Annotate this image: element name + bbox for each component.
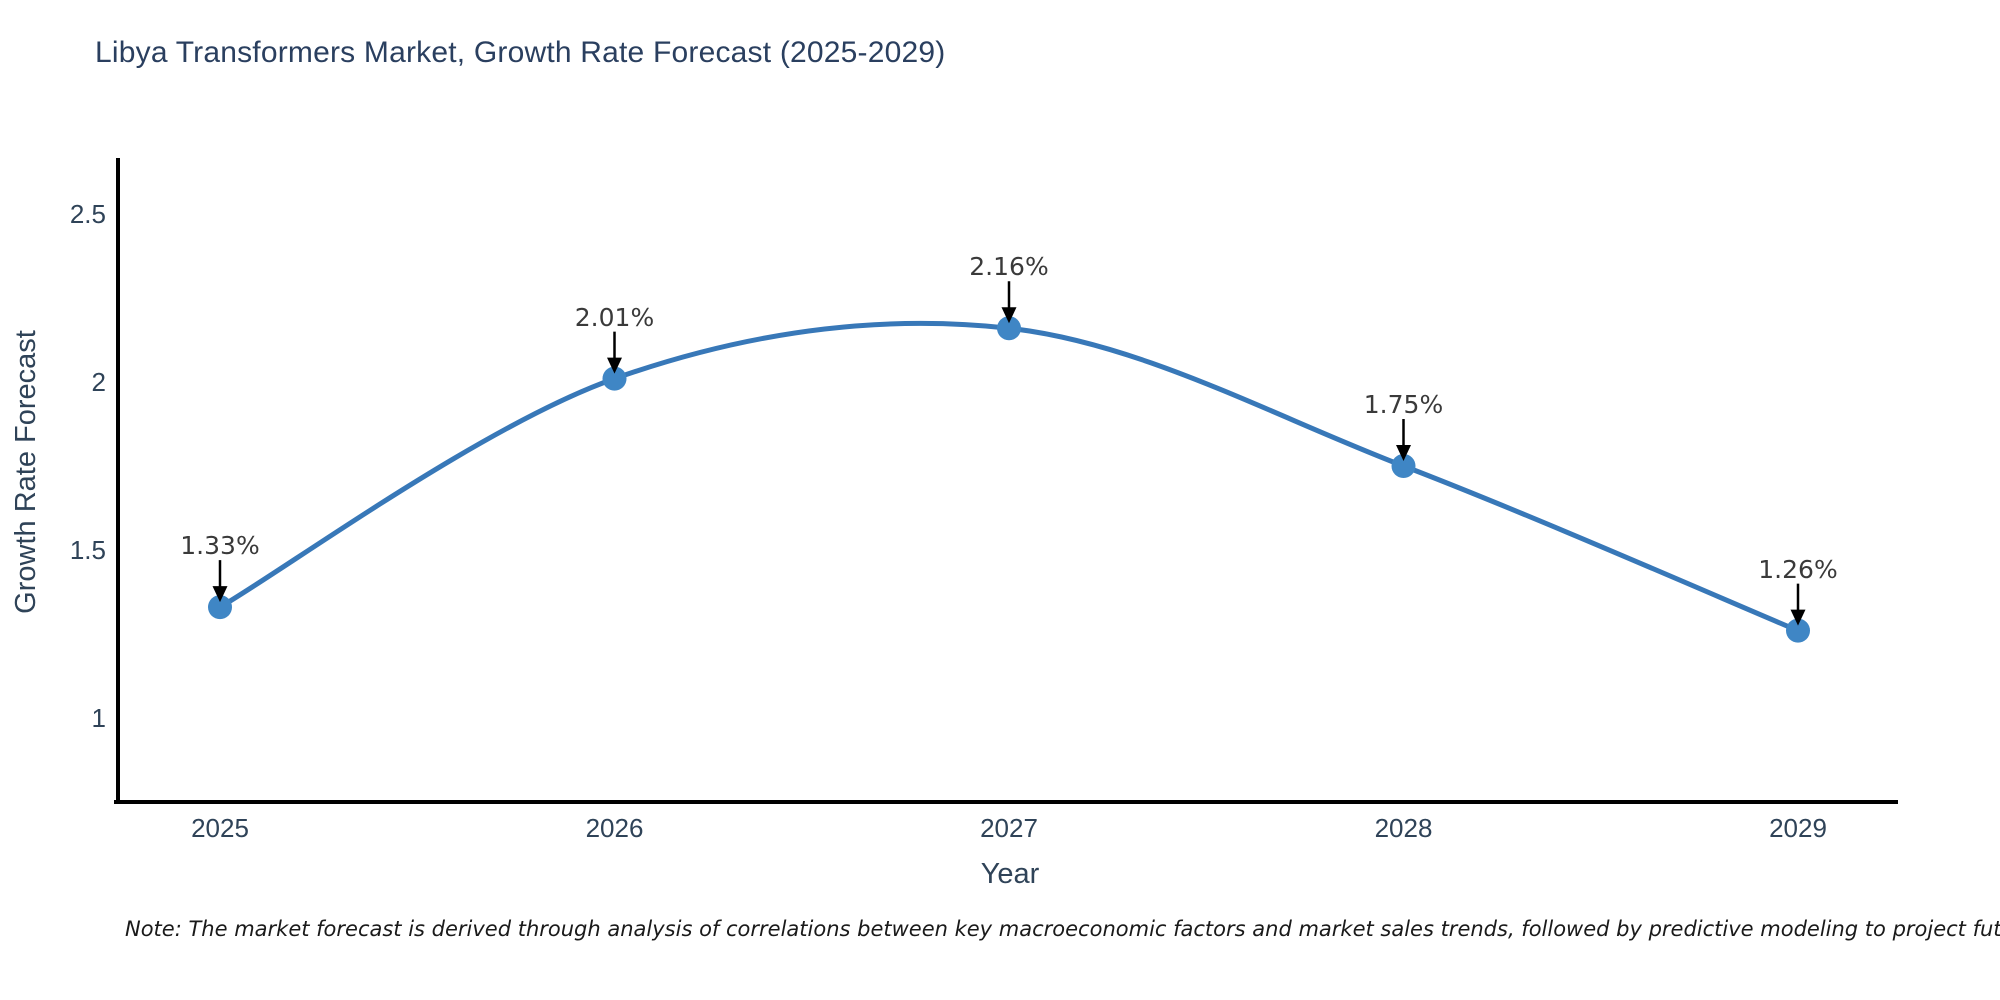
- x-tick-label: 2027: [980, 813, 1038, 843]
- data-point-label: 1.33%: [180, 531, 260, 561]
- data-point-label: 1.26%: [1758, 554, 1838, 584]
- annotation-arrowhead: [607, 357, 622, 374]
- data-point-marker: [602, 366, 627, 391]
- x-tick-label: 2029: [1769, 813, 1827, 843]
- x-tick-label: 2026: [585, 813, 644, 843]
- data-point-marker: [1786, 618, 1810, 643]
- x-tick-label: 2025: [191, 813, 249, 843]
- annotation-arrowhead: [1001, 307, 1017, 324]
- annotation-arrowhead: [1396, 445, 1411, 461]
- data-point-marker: [208, 595, 232, 620]
- annotation-arrowhead: [1790, 609, 1806, 626]
- data-point-marker: [997, 316, 1021, 341]
- data-point-label: 2.16%: [969, 252, 1049, 282]
- data-point-marker: [1391, 454, 1416, 478]
- x-axis-label: Year: [980, 858, 1040, 890]
- y-tick-label: 2: [91, 367, 106, 397]
- chart-title: Libya Transformers Market, Growth Rate F…: [95, 36, 946, 69]
- annotation-arrowhead: [212, 586, 228, 603]
- y-tick-label: 2.5: [69, 199, 106, 229]
- trend-line: [218, 320, 1799, 633]
- y-tick-label: 1.5: [69, 535, 106, 565]
- y-tick-label: 1: [91, 703, 106, 733]
- footnote: Note: The market forecast is derived thr…: [125, 917, 2000, 941]
- data-point-label: 1.75%: [1363, 390, 1444, 419]
- y-axis-label: Growth Rate Forecast: [10, 330, 42, 614]
- data-point-label: 2.01%: [574, 302, 655, 332]
- x-tick-label: 2028: [1374, 813, 1433, 843]
